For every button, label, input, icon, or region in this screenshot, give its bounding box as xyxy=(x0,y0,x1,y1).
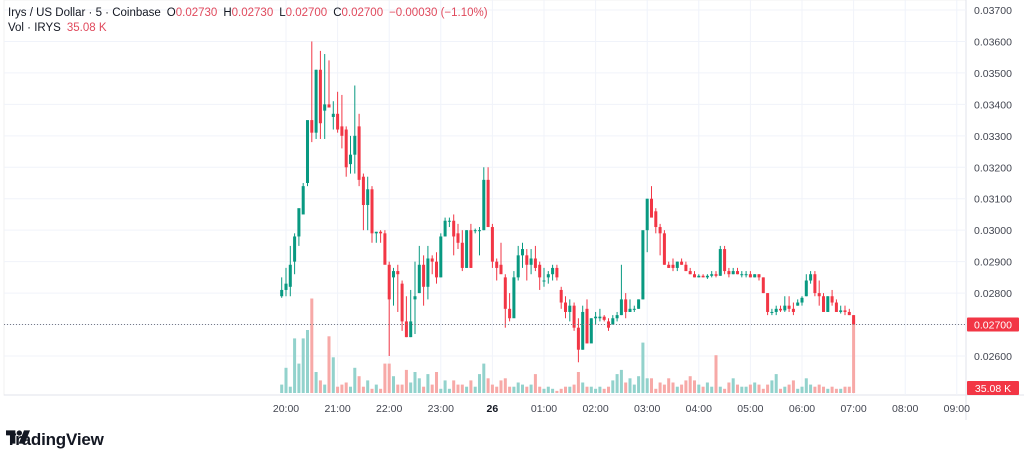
time-tick: 23:00 xyxy=(428,403,454,415)
time-tick: 20:00 xyxy=(273,403,299,415)
time-tick: 05:00 xyxy=(737,403,763,415)
time-tick: 01:00 xyxy=(531,403,557,415)
last-price-badge: 0.02700 xyxy=(967,317,1019,332)
volume-value: 35.08 K xyxy=(66,22,107,34)
close-value: C0.02700 xyxy=(333,7,384,19)
time-tick: 21:00 xyxy=(324,403,350,415)
chart-frame[interactable]: 0.03700 0.03600 0.03500 0.03400 0.03300 0.032… xyxy=(0,0,1024,420)
time-tick: 08:00 xyxy=(892,403,918,415)
price-tick: 0.03700 xyxy=(974,5,1012,17)
price-tick: 0.03000 xyxy=(974,225,1012,237)
volume-label[interactable]: Vol · IRYS xyxy=(8,22,61,34)
change-value: −0.00030 (−1.10%) xyxy=(389,7,488,19)
time-tick: 06:00 xyxy=(789,403,815,415)
price-tick: 0.03500 xyxy=(974,68,1012,80)
high-value: H0.02730 xyxy=(223,7,274,19)
volume-badge: 35.08 K xyxy=(967,381,1019,395)
svg-text:35.08 K: 35.08 K xyxy=(975,383,1011,395)
price-tick: 0.02900 xyxy=(974,257,1012,269)
candles xyxy=(280,41,856,363)
low-value: L0.02700 xyxy=(279,7,328,19)
candlestick-chart[interactable]: 0.03700 0.03600 0.03500 0.03400 0.03300 0.032… xyxy=(0,0,1024,420)
symbol-title[interactable]: Irys / US Dollar · 5 · Coinbase xyxy=(8,7,161,19)
price-tick: 0.03600 xyxy=(974,36,1012,48)
ohlc-legend-row: Irys / US Dollar · 5 · Coinbase O0.02730… xyxy=(8,6,488,21)
time-tick: 07:00 xyxy=(840,403,866,415)
tradingview-logo-icon xyxy=(6,430,30,444)
exchange-label: Coinbase xyxy=(112,7,161,19)
price-tick: 0.03400 xyxy=(974,99,1012,111)
tradingview-logo[interactable]: TradingView xyxy=(6,430,104,450)
time-tick: 09:00 xyxy=(944,403,970,415)
svg-text:0.02700: 0.02700 xyxy=(974,320,1012,332)
volume-bars xyxy=(280,298,856,393)
time-tick: 03:00 xyxy=(634,403,660,415)
price-tick: 0.02800 xyxy=(974,288,1012,300)
open-value: O0.02730 xyxy=(166,7,218,19)
time-tick: 04:00 xyxy=(686,403,712,415)
price-tick: 0.02600 xyxy=(974,351,1012,363)
interval-label: 5 xyxy=(95,7,102,19)
symbol-name: Irys / US Dollar xyxy=(8,7,86,19)
tradingview-logo-text: TradingView xyxy=(6,430,104,449)
time-tick: 02:00 xyxy=(582,403,608,415)
price-tick: 0.03200 xyxy=(974,162,1012,174)
time-tick: 26 xyxy=(487,403,499,415)
volume-legend-row: Vol · IRYS 35.08 K xyxy=(8,21,488,36)
chart-legend: Irys / US Dollar · 5 · Coinbase O0.02730… xyxy=(8,6,488,36)
time-tick: 22:00 xyxy=(376,403,402,415)
price-tick: 0.03100 xyxy=(974,194,1012,206)
price-tick: 0.03300 xyxy=(974,131,1012,143)
